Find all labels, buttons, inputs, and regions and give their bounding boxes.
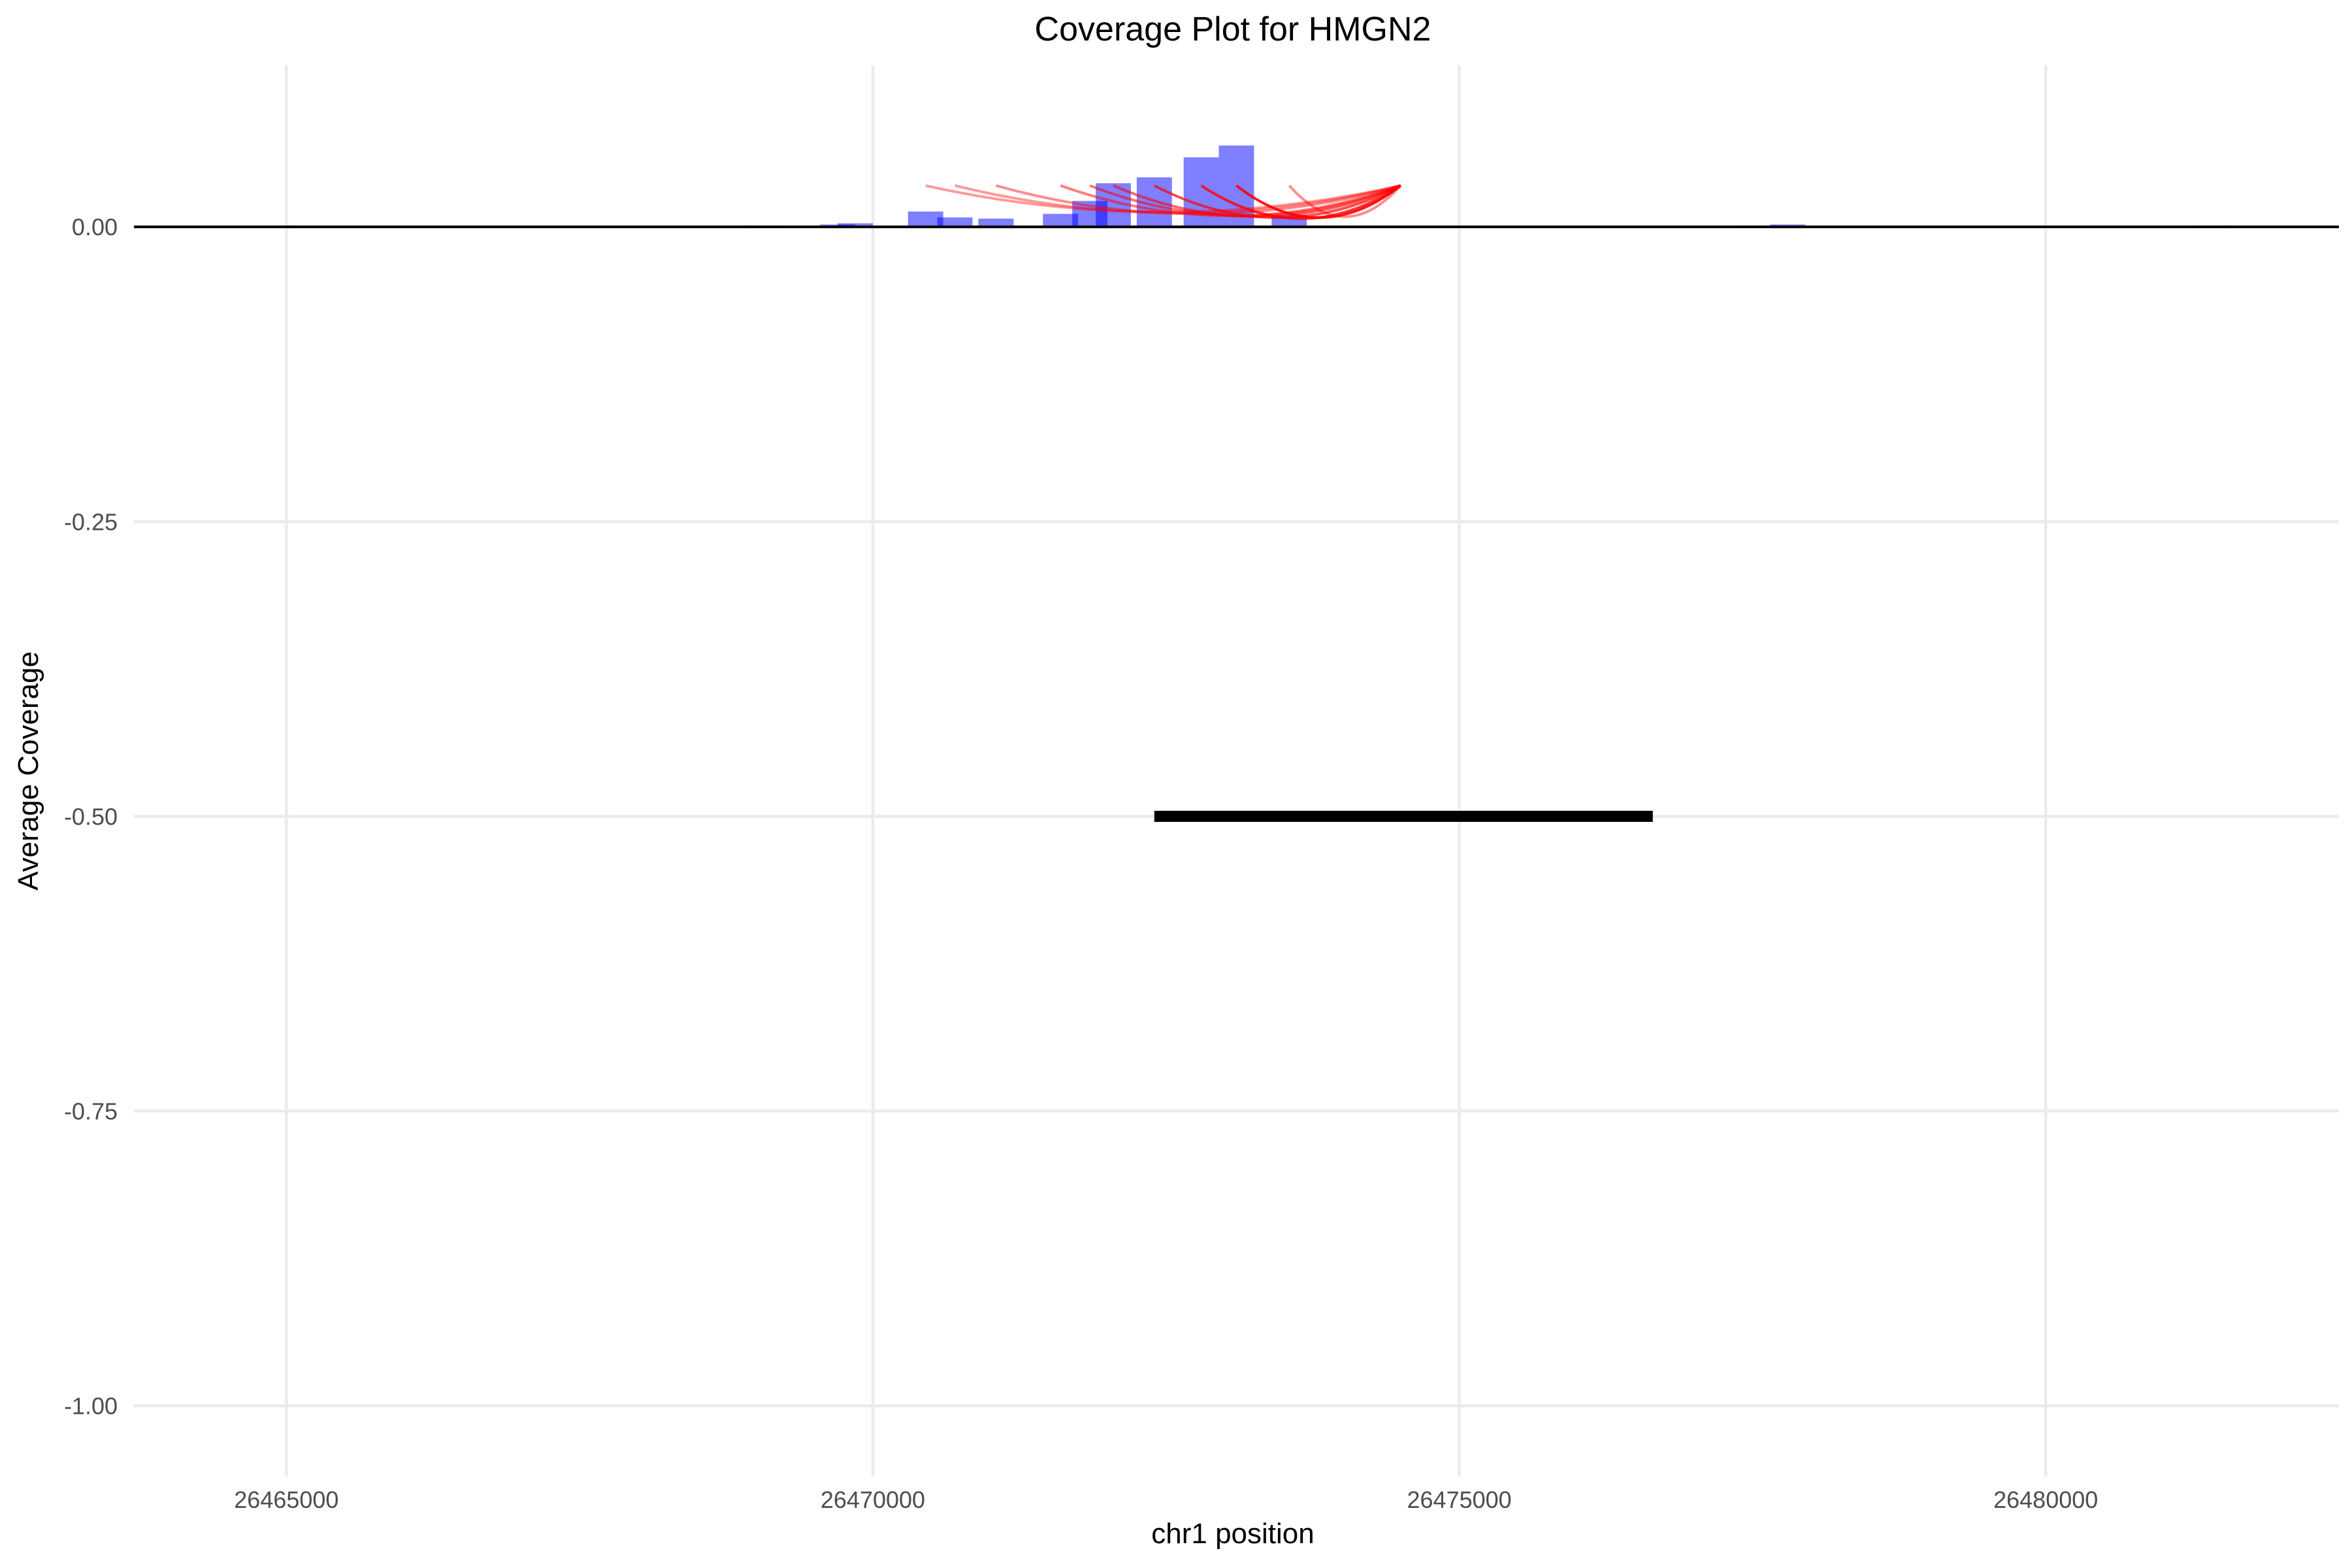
link-arc [1288, 184, 1402, 218]
coverage-bar [937, 217, 973, 227]
y-tick-label: 0.00 [72, 214, 118, 240]
y-tick-label: -0.25 [64, 508, 118, 535]
link-arc [1235, 184, 1402, 220]
coverage-bar [1043, 214, 1079, 227]
x-tick-label: 26470000 [821, 1486, 925, 1513]
y-tick-label: -0.75 [64, 1098, 118, 1125]
x-tick-label: 26475000 [1407, 1486, 1512, 1513]
x-tick-label: 26480000 [1993, 1486, 2098, 1513]
link-arc [1200, 184, 1401, 220]
chart-title: Coverage Plot for HMGN2 [1035, 10, 1431, 48]
link-arcs [925, 184, 1402, 220]
coverage-bars [749, 145, 2228, 227]
coverage-bar [907, 211, 943, 227]
y-tick-label: -1.00 [64, 1393, 118, 1420]
x-axis-title: chr1 position [1151, 1518, 1314, 1550]
tick-labels: 26465000 26470000 26475000 26480000 0.00 -0.2… [64, 214, 2098, 1513]
x-tick-label: 26465000 [234, 1486, 338, 1513]
y-tick-label: -0.50 [64, 803, 118, 830]
y-axis-title: Average Coverage [12, 651, 44, 890]
coverage-bar [838, 223, 873, 227]
coverage-bar [978, 218, 1014, 227]
grid-layer [134, 65, 2339, 1477]
